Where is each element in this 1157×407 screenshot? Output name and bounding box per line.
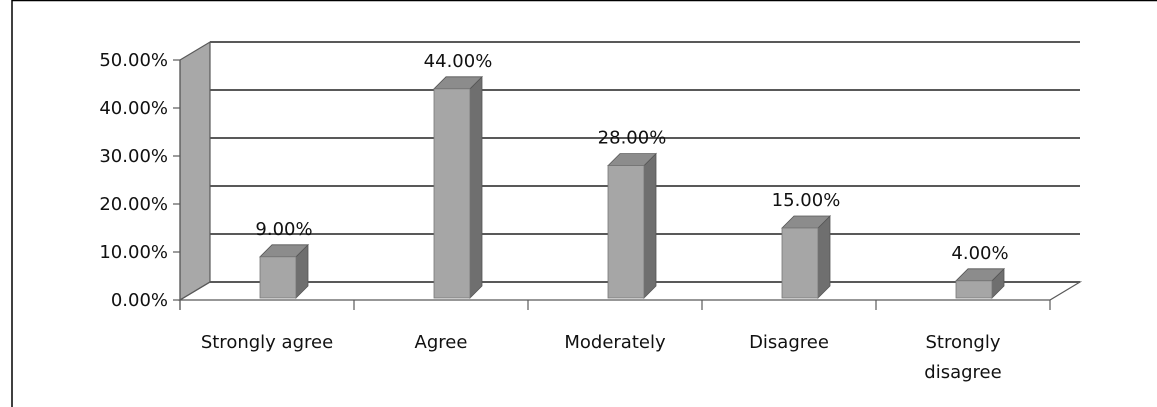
y-tick-label: 10.00% [99,242,168,263]
category-label-line: Disagree [749,332,829,353]
data-label: 15.00% [772,190,841,211]
y-tick-label: 30.00% [99,146,168,167]
category-label-line: Agree [415,332,468,353]
data-label: 44.00% [424,51,493,72]
bar-side [469,75,483,299]
bar-side [817,215,831,299]
category-label: Strongly agree [201,332,333,353]
bar [433,75,483,299]
bar [781,215,831,299]
y-tick-labels: 0.00% 10.00% 20.00% 30.00% 40.00% 50.00% [99,50,168,311]
y-tick-label: 40.00% [99,98,168,119]
bar-front [781,227,819,299]
y-tick-label: 0.00% [111,290,168,311]
side-wall [179,40,211,302]
bar-front [433,88,471,299]
data-labels: 9.00% 44.00% 28.00% 15.00% 4.00% [255,51,1008,264]
category-label-line: Strongly [926,332,1001,353]
category-label: Agree [415,332,468,353]
category-label-line: disagree [924,362,1001,383]
bar-front [607,165,645,299]
bar-front [259,256,297,299]
y-tick-label: 20.00% [99,194,168,215]
category-label-line: Strongly agree [201,332,333,353]
data-label: 9.00% [255,219,312,240]
bar [259,243,309,299]
bar [955,267,1005,299]
bar-front [955,280,993,299]
category-label: Strongly disagree [924,332,1001,383]
bar [607,152,657,299]
category-labels: Strongly agree Agree Moderately Disagree Str… [201,332,1002,383]
category-label: Moderately [564,332,666,353]
axes [173,59,1051,310]
category-label-line: Moderately [564,332,666,353]
bars [259,75,1005,299]
category-label: Disagree [749,332,829,353]
bar-side [643,152,657,299]
data-label: 28.00% [598,128,667,149]
y-tick-label: 50.00% [99,50,168,71]
data-label: 4.00% [951,243,1008,264]
